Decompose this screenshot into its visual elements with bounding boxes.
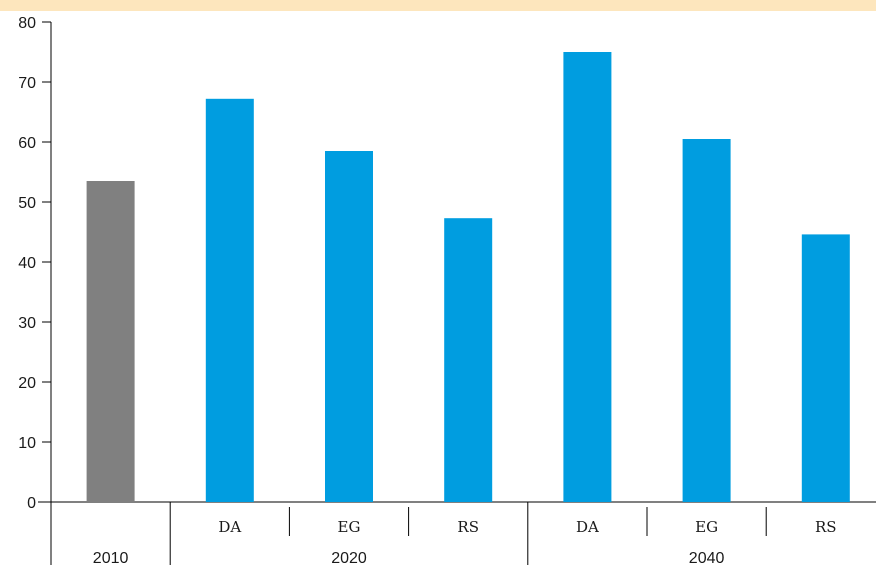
category-label: DA [576, 518, 599, 536]
category-label: RS [815, 518, 837, 536]
category-label: EG [695, 518, 718, 536]
group-label-2040: 2040 [689, 550, 725, 565]
bar-2040-rs [801, 234, 850, 502]
group-separators [50, 502, 767, 565]
y-tick-label: 60 [18, 135, 36, 152]
y-tick-label: 10 [18, 435, 36, 452]
bar-2040-da [563, 52, 612, 502]
category-label: DA [218, 518, 241, 536]
group-label-2020: 2020 [331, 550, 367, 565]
top-band [0, 0, 876, 11]
y-tick-label: 70 [18, 75, 36, 92]
y-tick-labels: 0 10 20 30 40 50 60 70 80 [18, 15, 51, 512]
bars [86, 52, 850, 503]
y-tick-label: 40 [18, 255, 36, 272]
category-labels: DA EG RS DA EG RS [218, 518, 836, 536]
y-tick-label: 0 [27, 495, 36, 512]
y-tick-label: 50 [18, 195, 36, 212]
bar-2020-eg [325, 151, 373, 502]
bar-2020-da [205, 98, 254, 503]
group-labels: 2010 2020 2040 [93, 550, 725, 565]
category-label: EG [338, 518, 361, 536]
y-tick-label: 20 [18, 375, 36, 392]
bar-2040-eg [682, 139, 731, 502]
y-tick-label: 80 [18, 15, 36, 32]
group-label-2010: 2010 [93, 550, 129, 565]
y-tick-label: 30 [18, 315, 36, 332]
bar-2020-rs [444, 218, 493, 502]
category-label: RS [457, 518, 479, 536]
bar-2010 [86, 181, 135, 502]
